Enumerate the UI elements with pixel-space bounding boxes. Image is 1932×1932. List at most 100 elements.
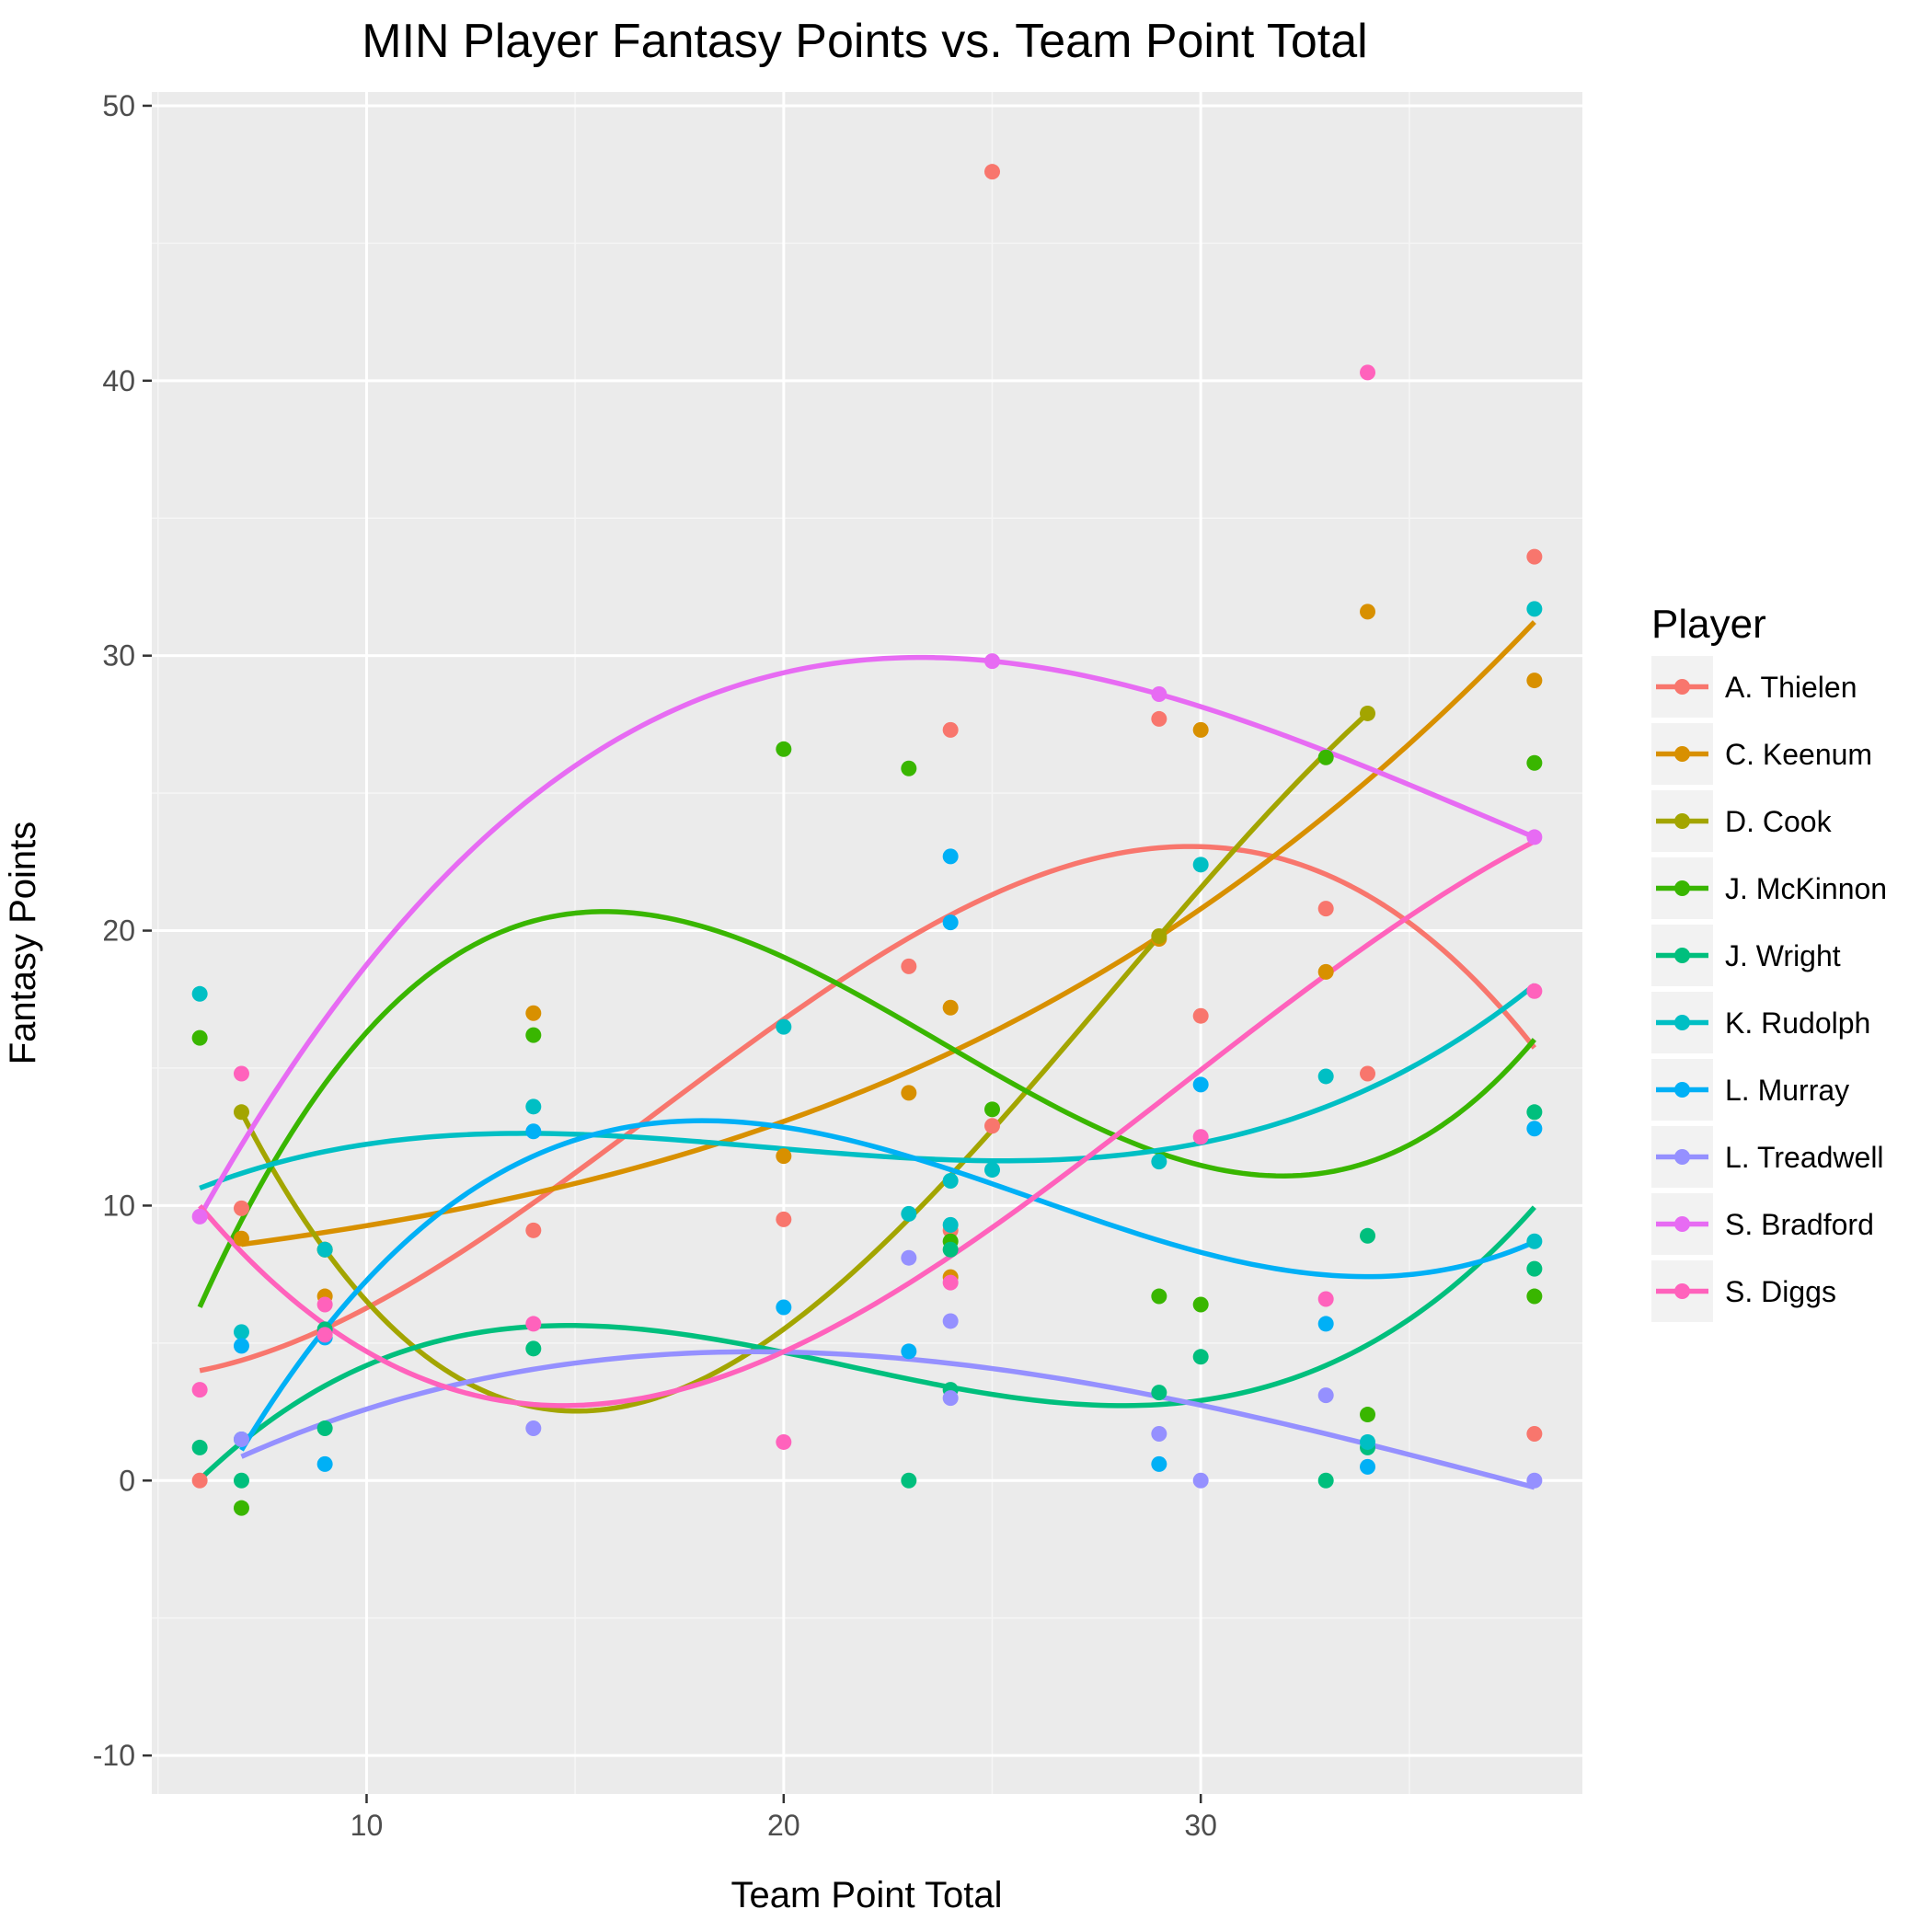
data-point xyxy=(776,1148,792,1165)
data-point xyxy=(1526,983,1543,999)
data-point xyxy=(1526,754,1543,771)
data-point xyxy=(984,1162,1001,1179)
data-point xyxy=(191,1382,208,1398)
trend-curve xyxy=(197,909,1536,1308)
legend-key-point xyxy=(1674,880,1690,896)
data-point xyxy=(316,1455,333,1472)
data-point xyxy=(942,1390,959,1407)
minor-gridlines xyxy=(152,92,1582,1794)
data-point xyxy=(525,1123,542,1140)
data-point xyxy=(1151,1455,1167,1472)
y-axis: -10 0 10 20 30 40 50 xyxy=(93,89,152,1772)
data-point xyxy=(1151,1425,1167,1442)
plot-panel xyxy=(152,92,1582,1794)
trend-curve xyxy=(199,844,1537,1374)
data-point xyxy=(1317,749,1334,765)
data-point xyxy=(1526,1472,1543,1489)
y-tick-label: 0 xyxy=(119,1464,135,1497)
trend-curve xyxy=(199,983,1536,1191)
legend-key-point xyxy=(1674,679,1690,695)
legend-label: S. Diggs xyxy=(1725,1275,1836,1308)
plot-clip xyxy=(191,164,1543,1516)
data-point xyxy=(1317,1291,1334,1307)
data-point xyxy=(1360,604,1376,620)
legend-item: K. Rudolph xyxy=(1651,992,1870,1053)
legend-item: J. Wright xyxy=(1651,925,1841,986)
data-point xyxy=(1317,1387,1334,1404)
data-point xyxy=(525,1098,542,1115)
data-point xyxy=(1151,928,1167,945)
legend-label: K. Rudolph xyxy=(1725,1006,1870,1040)
data-point xyxy=(1151,686,1167,703)
data-point xyxy=(1526,1425,1543,1442)
legend-key-point xyxy=(1674,813,1690,829)
legend-item: C. Keenum xyxy=(1651,723,1872,785)
data-point xyxy=(525,1340,542,1357)
data-point xyxy=(1317,1472,1334,1489)
legend-key-point xyxy=(1674,746,1690,762)
data-point xyxy=(1526,601,1543,617)
data-point xyxy=(1526,673,1543,689)
data-point xyxy=(1526,1121,1543,1137)
data-point xyxy=(901,1343,917,1360)
legend-key-point xyxy=(1674,1082,1690,1098)
data-point xyxy=(1526,1104,1543,1121)
data-point xyxy=(776,1299,792,1316)
data-point xyxy=(1192,1007,1209,1024)
x-tick-label: 20 xyxy=(767,1809,800,1842)
data-point xyxy=(776,1211,792,1227)
x-tick-label: 10 xyxy=(351,1809,384,1842)
data-point xyxy=(191,1472,208,1489)
data-point xyxy=(1360,1433,1376,1450)
data-point xyxy=(1360,705,1376,721)
data-point xyxy=(316,1241,333,1258)
data-point xyxy=(1526,548,1543,565)
major-gridlines xyxy=(152,92,1582,1794)
data-point xyxy=(1317,963,1334,980)
data-point xyxy=(901,958,917,974)
legend-item: L. Murray xyxy=(1651,1059,1849,1121)
data-point xyxy=(942,914,959,931)
legend-label: S. Bradford xyxy=(1725,1208,1874,1241)
data-point xyxy=(525,1027,542,1043)
data-point xyxy=(984,1118,1001,1134)
legend: Player A. Thielen C. Keenum D. Cook J. McKi… xyxy=(1651,602,1887,1322)
data-point xyxy=(1192,721,1209,738)
data-point xyxy=(1317,1068,1334,1085)
data-point xyxy=(901,1205,917,1222)
legend-key-point xyxy=(1674,1015,1690,1030)
data-point xyxy=(942,1216,959,1233)
trend-curve xyxy=(239,711,1370,1414)
data-point xyxy=(316,1420,333,1437)
data-point xyxy=(1192,1076,1209,1093)
legend-key-point xyxy=(1674,1283,1690,1299)
data-point xyxy=(1192,1296,1209,1313)
data-point xyxy=(942,999,959,1016)
data-point xyxy=(525,1316,542,1332)
y-tick-label: 50 xyxy=(102,89,135,122)
y-tick-label: -10 xyxy=(93,1739,135,1772)
data-point xyxy=(1317,1316,1334,1332)
data-points xyxy=(191,164,1543,1516)
data-point xyxy=(1526,829,1543,845)
x-axis-title: Team Point Total xyxy=(731,1875,1003,1915)
data-point xyxy=(191,1439,208,1455)
data-point xyxy=(1360,1407,1376,1423)
data-point xyxy=(984,653,1001,670)
data-point xyxy=(1360,1458,1376,1475)
data-point xyxy=(191,1029,208,1046)
data-point xyxy=(1192,1472,1209,1489)
trend-curve xyxy=(198,1205,1536,1482)
y-tick-label: 20 xyxy=(102,914,135,948)
data-point xyxy=(233,1431,249,1447)
data-point xyxy=(1360,364,1376,381)
x-tick-label: 30 xyxy=(1184,1809,1217,1842)
trend-curve xyxy=(197,654,1535,1218)
data-point xyxy=(776,741,792,757)
legend-label: C. Keenum xyxy=(1725,738,1872,771)
data-point xyxy=(233,1500,249,1516)
legend-item: S. Bradford xyxy=(1651,1193,1874,1255)
data-point xyxy=(191,1208,208,1225)
data-point xyxy=(525,1420,542,1437)
